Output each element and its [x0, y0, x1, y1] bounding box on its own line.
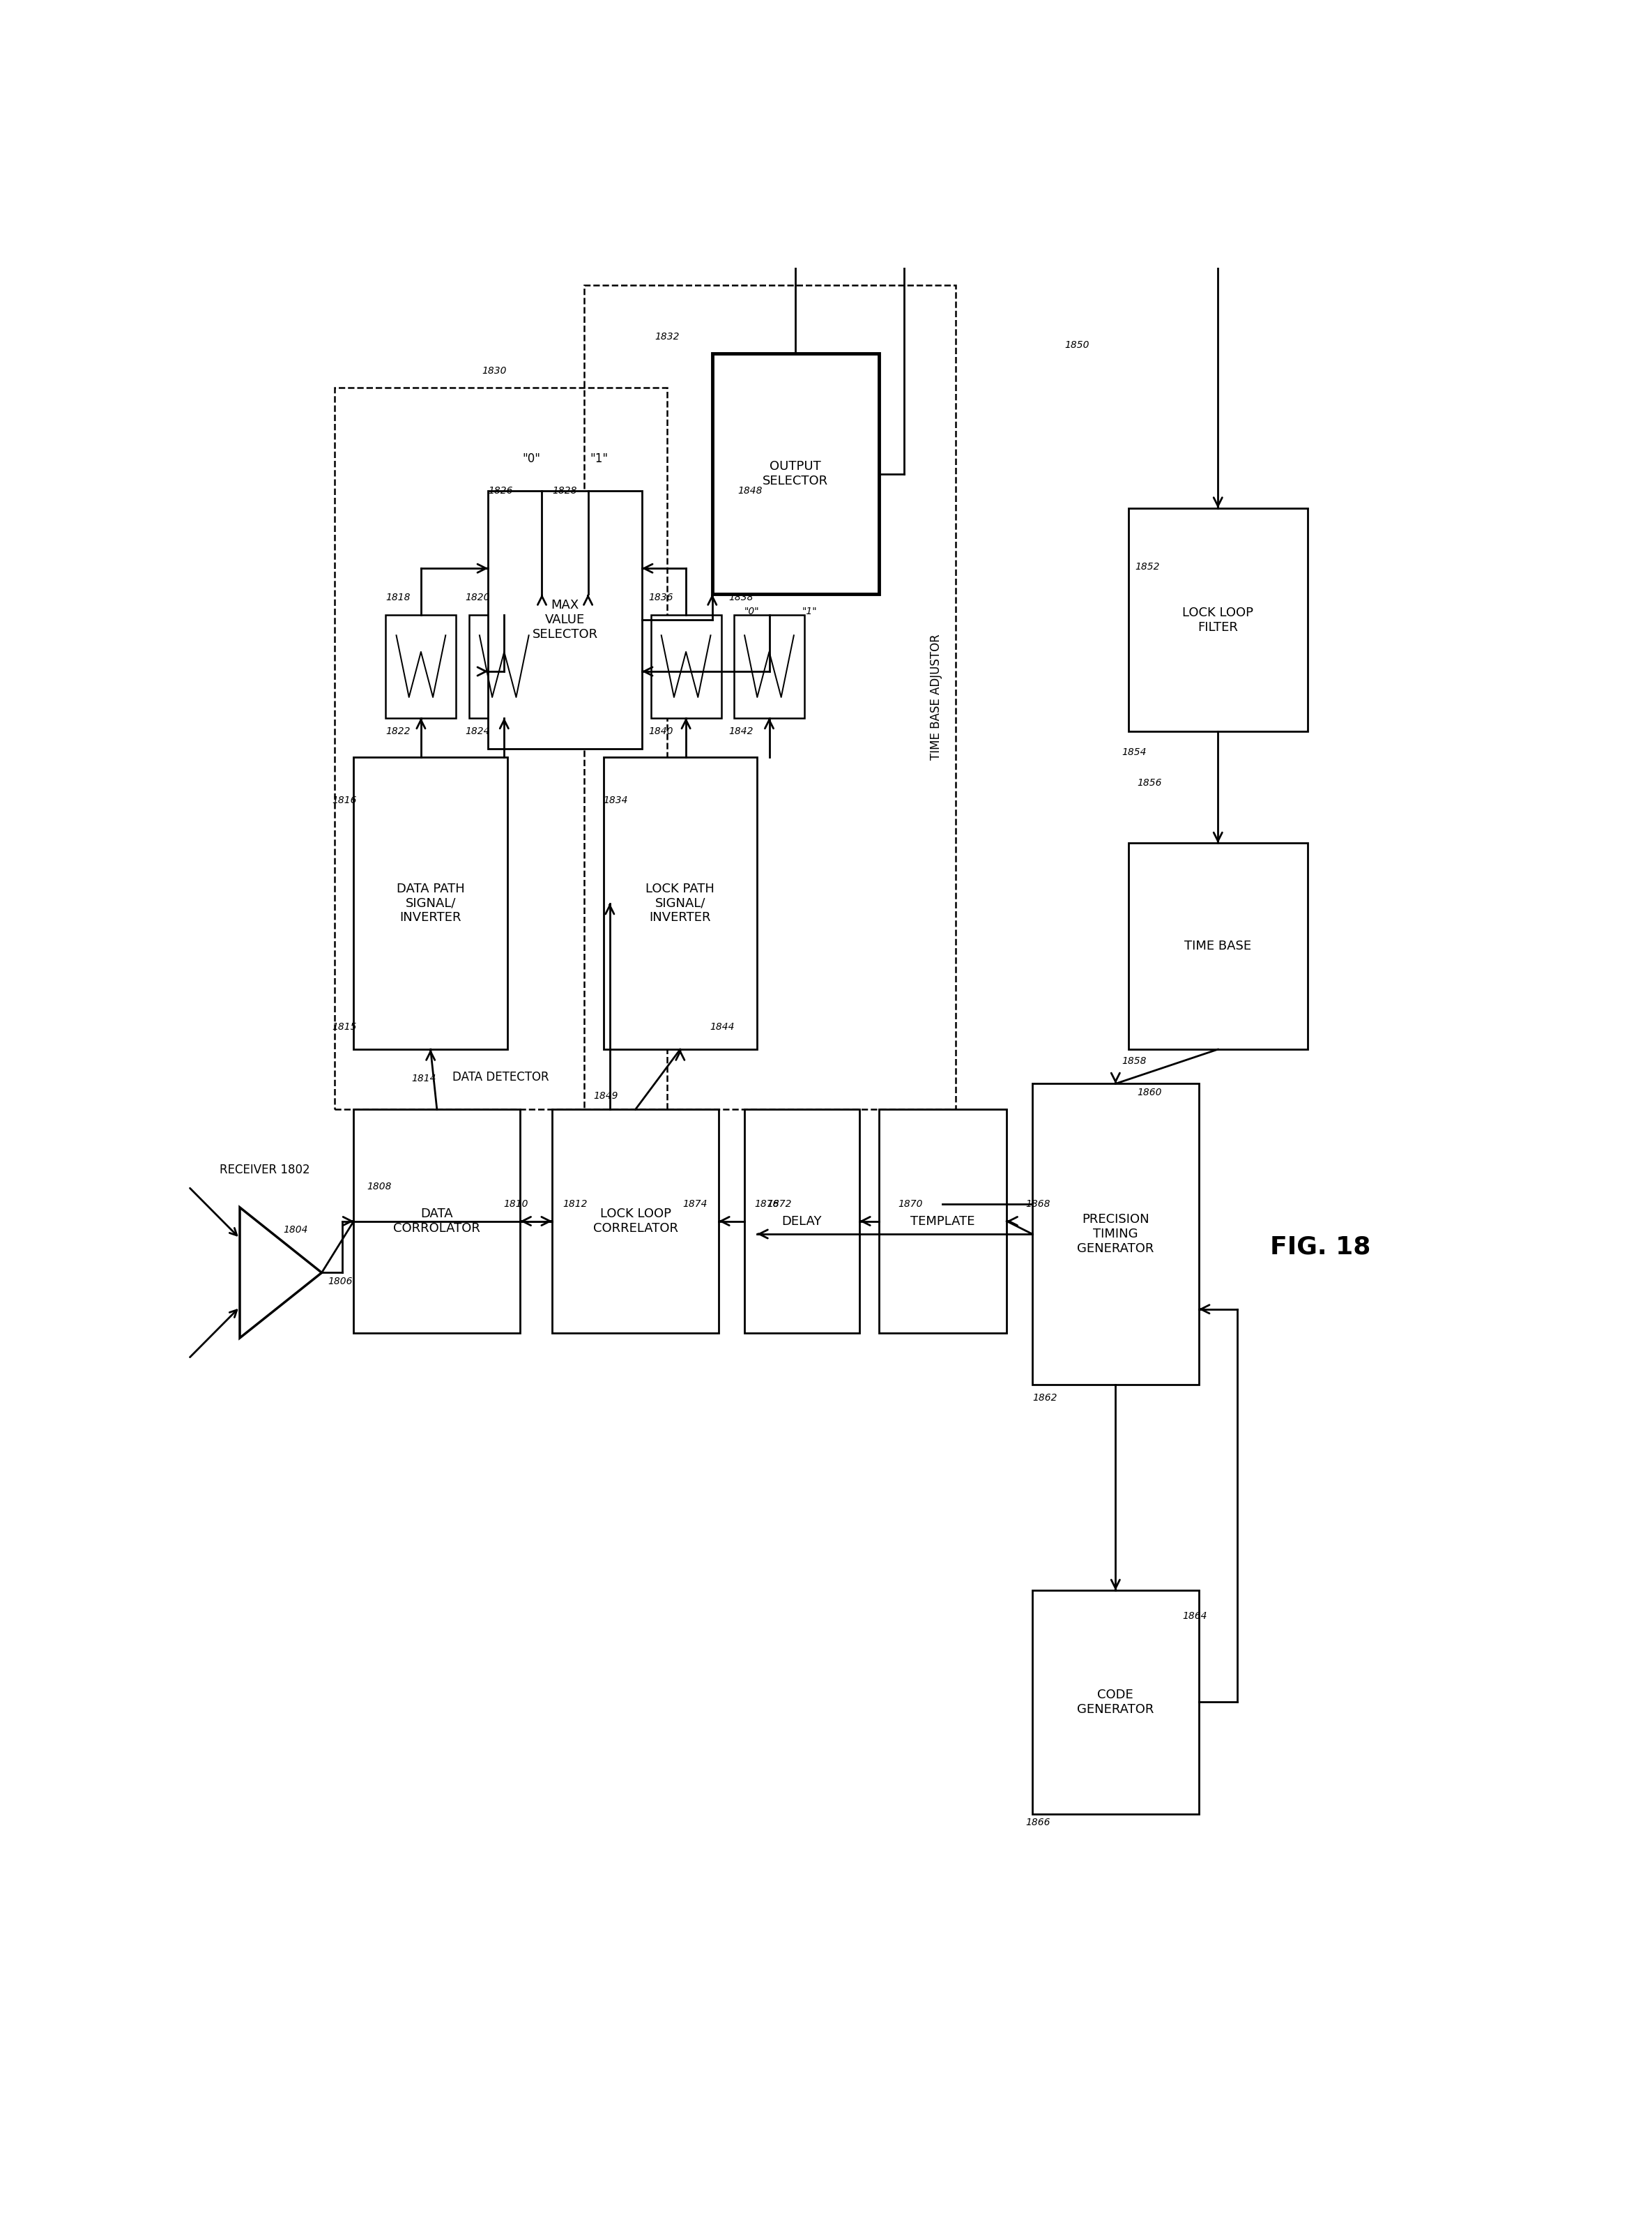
- Text: 1849: 1849: [593, 1091, 618, 1100]
- Text: 1864: 1864: [1183, 1611, 1208, 1622]
- Text: RECEIVER 1802: RECEIVER 1802: [220, 1162, 309, 1176]
- Text: 1874: 1874: [682, 1198, 707, 1209]
- Text: TIME BASE ADJUSTOR: TIME BASE ADJUSTOR: [930, 634, 943, 761]
- Bar: [552, 1109, 719, 1332]
- Text: LOCK PATH
SIGNAL/
INVERTER: LOCK PATH SIGNAL/ INVERTER: [646, 883, 715, 924]
- Text: FIG. 18: FIG. 18: [1270, 1236, 1371, 1258]
- Bar: [712, 352, 879, 593]
- Text: 1810: 1810: [504, 1198, 529, 1209]
- Text: "0": "0": [743, 607, 760, 616]
- Text: 1806: 1806: [329, 1276, 354, 1285]
- Text: 1812: 1812: [562, 1198, 586, 1209]
- Text: 1858: 1858: [1122, 1057, 1146, 1066]
- Text: 1868: 1868: [1026, 1198, 1051, 1209]
- Text: CODE
GENERATOR: CODE GENERATOR: [1077, 1689, 1155, 1716]
- Text: 1828: 1828: [552, 486, 577, 495]
- Text: 1866: 1866: [1026, 1818, 1051, 1827]
- Text: 1838: 1838: [729, 593, 753, 602]
- Bar: [733, 616, 805, 718]
- Bar: [1032, 1084, 1199, 1383]
- Text: 1848: 1848: [738, 486, 763, 495]
- Bar: [1128, 843, 1308, 1049]
- Text: 1870: 1870: [899, 1198, 922, 1209]
- Text: DELAY: DELAY: [781, 1216, 823, 1227]
- Text: LOCK LOOP
FILTER: LOCK LOOP FILTER: [1183, 607, 1254, 634]
- Text: 1818: 1818: [385, 593, 410, 602]
- Text: DATA PATH
SIGNAL/
INVERTER: DATA PATH SIGNAL/ INVERTER: [396, 883, 464, 924]
- Text: 1804: 1804: [284, 1225, 307, 1234]
- Bar: [354, 756, 507, 1049]
- Text: 1822: 1822: [385, 727, 410, 736]
- Text: 1872: 1872: [767, 1198, 791, 1209]
- Text: 1850: 1850: [1064, 339, 1089, 350]
- Text: DATA DETECTOR: DATA DETECTOR: [453, 1071, 548, 1084]
- Text: 1834: 1834: [603, 796, 628, 805]
- Text: 1842: 1842: [729, 727, 753, 736]
- Bar: [489, 491, 641, 750]
- Text: 1832: 1832: [654, 332, 679, 341]
- Text: 1844: 1844: [710, 1022, 735, 1033]
- Text: "1": "1": [590, 453, 608, 466]
- Text: 1876: 1876: [755, 1198, 780, 1209]
- Bar: [385, 616, 456, 718]
- Text: 1854: 1854: [1122, 747, 1146, 756]
- Text: 1816: 1816: [332, 796, 357, 805]
- Text: MAX
VALUE
SELECTOR: MAX VALUE SELECTOR: [532, 600, 598, 640]
- Text: 1836: 1836: [648, 593, 672, 602]
- Text: LOCK LOOP
CORRELATOR: LOCK LOOP CORRELATOR: [593, 1207, 677, 1234]
- Text: 1824: 1824: [466, 727, 491, 736]
- Text: 1820: 1820: [466, 593, 491, 602]
- Text: "1": "1": [801, 607, 816, 616]
- Text: OUTPUT
SELECTOR: OUTPUT SELECTOR: [763, 460, 828, 486]
- Text: 1862: 1862: [1032, 1392, 1057, 1403]
- Text: 1814: 1814: [411, 1073, 436, 1084]
- Bar: [334, 388, 667, 1109]
- Bar: [651, 616, 722, 718]
- Bar: [469, 616, 539, 718]
- Text: 1830: 1830: [482, 366, 507, 375]
- Bar: [585, 286, 955, 1109]
- Bar: [603, 756, 757, 1049]
- Text: 1856: 1856: [1137, 779, 1161, 788]
- Text: 1808: 1808: [367, 1182, 392, 1191]
- Bar: [1128, 509, 1308, 732]
- Text: "0": "0": [522, 453, 540, 466]
- Text: PRECISION
TIMING
GENERATOR: PRECISION TIMING GENERATOR: [1077, 1214, 1155, 1254]
- Bar: [879, 1109, 1006, 1332]
- Bar: [743, 1109, 859, 1332]
- Bar: [1032, 1591, 1199, 1814]
- Text: 1860: 1860: [1137, 1086, 1161, 1098]
- Text: DATA
CORROLATOR: DATA CORROLATOR: [393, 1207, 481, 1234]
- Text: TEMPLATE: TEMPLATE: [910, 1216, 975, 1227]
- Bar: [354, 1109, 520, 1332]
- Text: 1852: 1852: [1135, 562, 1160, 571]
- Text: 1840: 1840: [648, 727, 672, 736]
- Text: 1826: 1826: [489, 486, 512, 495]
- Text: TIME BASE: TIME BASE: [1184, 939, 1252, 953]
- Text: 1815: 1815: [332, 1022, 357, 1033]
